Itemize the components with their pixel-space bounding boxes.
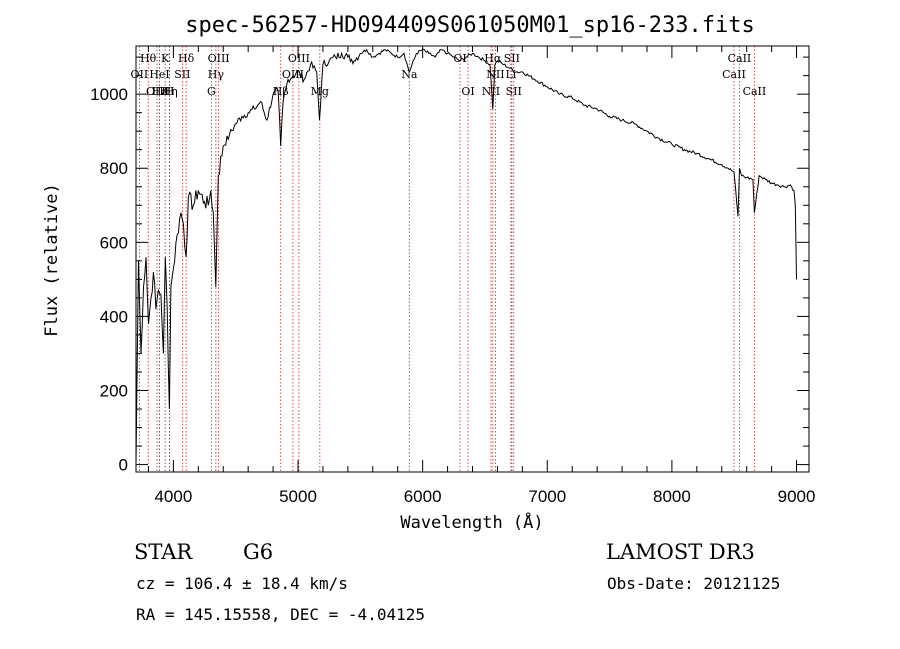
y-axis: 0 200 400 600 800 1000 <box>90 56 809 475</box>
flux-series-line <box>135 48 797 465</box>
x-tick-label: 9000 <box>778 487 816 506</box>
emission-line-label: Hθ <box>140 52 157 65</box>
x-axis-label: Wavelength (Å) <box>400 511 543 533</box>
emission-line-label: CaII <box>743 85 767 98</box>
emission-line-label: OIII <box>282 68 304 81</box>
emission-line-label: HeI <box>149 68 169 81</box>
x-tick-label: 7000 <box>528 487 566 506</box>
emission-line-label: NII <box>482 85 500 98</box>
emission-line-label: NII <box>486 68 504 81</box>
emission-line-label: OIII <box>288 52 310 65</box>
emission-line-label: SII <box>504 52 520 65</box>
emission-line-label: G <box>207 85 216 98</box>
emission-line-label: OII <box>131 68 149 81</box>
emission-lines-group <box>138 46 755 472</box>
object-class: STAR <box>134 540 193 564</box>
y-tick-label: 400 <box>100 307 128 326</box>
plot-frame <box>135 45 810 473</box>
emission-line-label: SII <box>506 85 522 98</box>
emission-line-label: SII <box>174 68 190 81</box>
emission-line-label: Hγ <box>208 68 225 81</box>
x-tick-label: 8000 <box>653 487 691 506</box>
cz-readout: cz = 106.4 ± 18.4 km/s <box>136 574 348 593</box>
object-subclass: G6 <box>243 540 273 564</box>
x-tick-label: 4000 <box>154 487 192 506</box>
survey-name: LAMOST DR3 <box>606 540 755 564</box>
x-axis: 4000 5000 6000 7000 8000 9000 <box>147 46 816 506</box>
y-tick-label: 600 <box>100 233 128 252</box>
line-labels-group: OIIHθOIIIHεHeIKHηHSIIHδGHγOIIIHβOIIIOIII… <box>131 52 767 98</box>
emission-line-label: Hη <box>162 85 178 98</box>
coords-readout: RA = 145.15558, DEC = -4.04125 <box>136 605 425 624</box>
emission-line-label: OIII <box>146 85 168 98</box>
chart-title: spec-56257-HD094409S061050M01_sp16-233.f… <box>185 13 755 38</box>
emission-line-label: Hδ <box>178 52 195 65</box>
emission-line-label: H <box>165 85 175 98</box>
emission-line-label: K <box>161 52 170 65</box>
emission-line-label: OI <box>461 85 474 98</box>
y-tick-label: 1000 <box>90 85 128 104</box>
y-tick-label: 800 <box>100 159 128 178</box>
emission-line-label: Li <box>505 68 516 81</box>
y-axis-label: Flux (relative) <box>42 183 62 337</box>
emission-line-label: Mg <box>311 85 329 98</box>
y-tick-label: 200 <box>100 382 128 401</box>
x-tick-label: 6000 <box>404 487 442 506</box>
emission-line-label: CaII <box>728 52 752 65</box>
emission-line-label: OIII <box>208 52 230 65</box>
y-tick-label: 0 <box>119 456 128 475</box>
emission-line-label: Hα <box>484 52 502 65</box>
x-tick-label: 5000 <box>279 487 317 506</box>
emission-line-label: Hε <box>152 85 168 98</box>
emission-line-label: OI <box>453 52 466 65</box>
obs-date: Obs-Date: 20121125 <box>607 574 780 593</box>
emission-line-label: Na <box>401 68 418 81</box>
emission-line-label: CaII <box>722 68 746 81</box>
